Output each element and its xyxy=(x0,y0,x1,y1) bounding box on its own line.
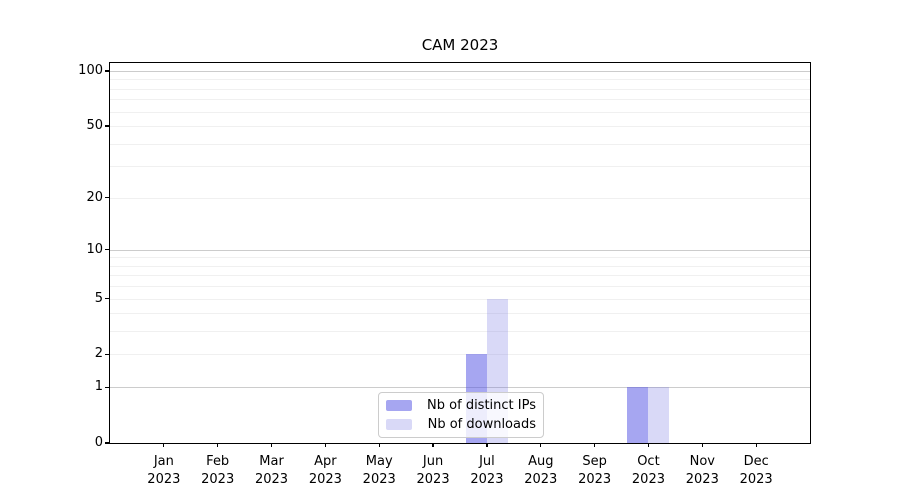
legend-entry-distinct-ips: Nb of distinct IPs xyxy=(386,397,536,414)
x-tick-month: Nov xyxy=(689,454,715,469)
gridline-minor-40 xyxy=(110,143,810,145)
gridline-minor-4 xyxy=(110,313,810,315)
gridline-minor-7 xyxy=(110,275,810,277)
x-tick-label-aug: Aug 2023 xyxy=(511,453,571,489)
x-tick-year: 2023 xyxy=(416,472,450,487)
x-tick-label-jul: Jul 2023 xyxy=(457,453,517,489)
y-tick-label-10: 10 xyxy=(86,241,103,257)
x-tick-year: 2023 xyxy=(739,472,773,487)
x-tick-label-apr: Apr 2023 xyxy=(295,453,355,489)
y-tick-mark-2 xyxy=(105,353,109,356)
y-tick-mark-100 xyxy=(105,70,109,72)
legend: Nb of distinct IPs Nb of downloads xyxy=(378,392,544,438)
x-tick-mark-oct xyxy=(647,443,650,447)
gridline-minor-60 xyxy=(110,111,810,113)
y-tick-label-0: 0 xyxy=(94,435,103,450)
x-tick-mark-apr xyxy=(324,443,326,447)
x-tick-label-feb: Feb 2023 xyxy=(188,453,248,489)
x-tick-year: 2023 xyxy=(524,472,558,487)
y-tick-mark-50 xyxy=(105,125,109,127)
gridline-minor-20 xyxy=(110,197,810,199)
bar-nb-of-distinct-ips-oct xyxy=(627,387,649,443)
bar-nb-of-downloads-oct xyxy=(648,387,670,443)
x-tick-year: 2023 xyxy=(362,472,396,487)
x-tick-mark-feb xyxy=(217,443,219,447)
x-tick-mark-jan xyxy=(163,443,165,447)
legend-label-distinct-ips: Nb of distinct IPs xyxy=(427,397,536,413)
x-tick-label-jan: Jan 2023 xyxy=(134,453,194,489)
x-tick-label-nov: Nov 2023 xyxy=(672,453,732,489)
x-tick-mark-nov xyxy=(701,443,703,447)
gridline-minor-8 xyxy=(110,265,810,267)
x-tick-mark-aug xyxy=(540,443,542,447)
gridline-minor-2 xyxy=(110,354,810,356)
gridline-minor-70 xyxy=(110,99,810,101)
x-tick-mark-jul xyxy=(486,443,488,447)
chart-title: CAM 2023 xyxy=(421,36,499,54)
gridline-major-1 xyxy=(110,387,810,389)
x-tick-year: 2023 xyxy=(147,472,181,487)
y-tick-mark-1 xyxy=(105,386,109,388)
gridline-major-100 xyxy=(110,70,810,72)
gridline-minor-30 xyxy=(110,166,810,168)
gridline-minor-6 xyxy=(110,286,810,288)
x-tick-label-jun: Jun 2023 xyxy=(403,453,463,489)
gridline-minor-50 xyxy=(110,126,810,128)
x-tick-month: Jan xyxy=(153,454,174,469)
x-tick-year: 2023 xyxy=(631,472,665,487)
y-tick-label-100: 100 xyxy=(78,62,103,78)
x-tick-label-may: May 2023 xyxy=(349,453,409,489)
legend-swatch-distinct-ips xyxy=(386,399,412,411)
gridline-minor-9 xyxy=(110,257,810,259)
legend-entry-downloads: Nb of downloads xyxy=(386,417,536,434)
y-tick-label-1: 1 xyxy=(94,379,103,395)
legend-label-downloads: Nb of downloads xyxy=(427,417,536,433)
x-tick-year: 2023 xyxy=(470,472,504,487)
x-tick-mark-dec xyxy=(755,443,757,447)
y-tick-label-50: 50 xyxy=(86,118,103,134)
x-tick-label-sep: Sep 2023 xyxy=(565,453,625,489)
x-tick-mark-sep xyxy=(594,443,596,447)
gridline-minor-90 xyxy=(110,79,810,81)
plot-area: Nb of distinct IPs Nb of downloads 0 1 2 5 1… xyxy=(78,62,811,487)
x-tick-month: Aug xyxy=(528,454,554,469)
x-tick-month: Apr xyxy=(314,454,337,469)
x-tick-month: Mar xyxy=(259,454,284,469)
x-tick-mark-mar xyxy=(270,443,273,447)
y-tick-label-2: 2 xyxy=(94,346,103,362)
x-tick-label-oct: Oct 2023 xyxy=(618,453,678,489)
legend-swatch-downloads xyxy=(386,419,412,431)
y-tick-label-20: 20 xyxy=(86,189,103,205)
x-tick-month: Jul xyxy=(479,454,495,469)
x-tick-year: 2023 xyxy=(308,472,342,487)
gridline-minor-5 xyxy=(110,298,810,300)
y-tick-mark-10 xyxy=(105,249,109,251)
x-tick-year: 2023 xyxy=(201,472,235,487)
x-tick-month: Feb xyxy=(206,454,230,469)
x-tick-year: 2023 xyxy=(578,472,612,487)
y-tick-mark-5 xyxy=(105,297,109,300)
x-tick-year: 2023 xyxy=(685,472,719,487)
x-tick-month: May xyxy=(365,454,393,469)
x-tick-month: Jun xyxy=(422,454,444,469)
x-tick-mark-may xyxy=(378,443,380,447)
y-tick-mark-20 xyxy=(105,196,109,199)
x-tick-month: Dec xyxy=(743,454,769,469)
y-tick-mark-0 xyxy=(105,442,109,444)
x-tick-label-mar: Mar 2023 xyxy=(242,453,302,489)
y-tick-label-5: 5 xyxy=(94,290,103,306)
x-tick-month: Sep xyxy=(582,454,607,469)
x-tick-month: Oct xyxy=(637,454,660,469)
gridline-minor-80 xyxy=(110,88,810,90)
gridline-major-10 xyxy=(110,249,810,251)
x-tick-mark-jun xyxy=(432,443,434,447)
x-tick-label-dec: Dec 2023 xyxy=(726,453,786,489)
gridline-minor-3 xyxy=(110,331,810,333)
x-tick-year: 2023 xyxy=(254,472,289,487)
